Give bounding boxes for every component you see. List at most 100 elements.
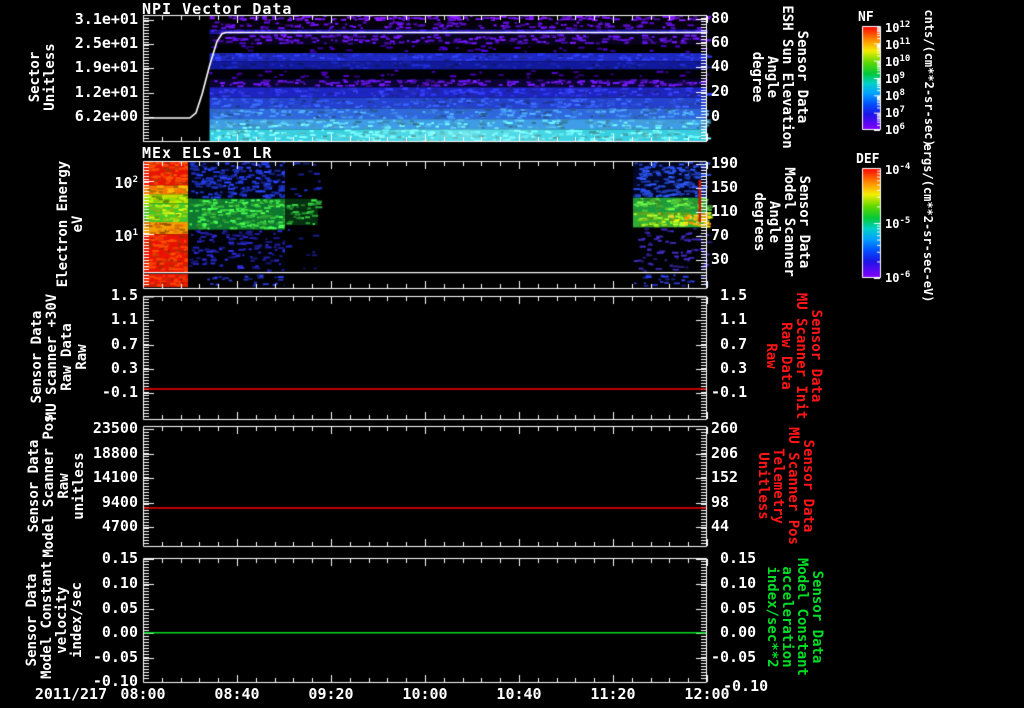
p4-rtick: 260: [711, 419, 739, 437]
p5-rtick: 0.00: [711, 623, 757, 641]
p4-rtick: 44: [711, 517, 730, 535]
p5-rtick: 0.10: [711, 574, 757, 592]
tick-exp: 6: [899, 122, 905, 132]
p3-rtick: 1.1: [711, 310, 748, 328]
x-tick: 10:40: [496, 685, 542, 703]
nf-tick: 107: [885, 104, 905, 120]
nf-tick: 1010: [885, 53, 910, 69]
p4-ytick: 18800: [92, 444, 138, 462]
tick-exp: 11: [899, 37, 911, 47]
x-tick: 08:00: [120, 685, 166, 703]
p1-ytick: 6.2e+00: [74, 107, 138, 125]
x-tick: 08:40: [214, 685, 260, 703]
p3-ytick: 1.1: [110, 310, 138, 328]
panel2-title: MEx ELS-01 LR: [142, 144, 273, 162]
tick-base: 10: [114, 227, 133, 245]
colorbar-def-unit-label: ergs/(cm**2-sr-sec-eV): [921, 143, 935, 303]
tick-exp: 2: [132, 175, 138, 185]
tick-base: 10: [885, 271, 900, 285]
panel2-right-axis-label: Sensor Data Model Scanner Angle degrees: [751, 167, 812, 277]
p3-ytick: 1.5: [110, 286, 138, 304]
panel5-right-axis-label: Sensor Data Model Constant acceleration …: [764, 557, 825, 676]
p4-ytick: 4700: [101, 517, 138, 535]
x-axis-date-label: 2011/217: [34, 685, 108, 703]
tick-exp: 1: [132, 228, 138, 238]
tick-base: 10: [885, 89, 900, 103]
x-tick: 12:00: [684, 685, 730, 703]
p5-ytick: -0.10: [92, 672, 138, 690]
tick-exp: -6: [899, 270, 911, 280]
nf-tick: 108: [885, 87, 905, 103]
tick-exp: 10: [899, 54, 911, 64]
p3-ytick: 0.7: [110, 335, 138, 353]
panel1-title: NPI Vector Data: [142, 0, 293, 18]
tick-base: 10: [885, 106, 900, 120]
p5-rtick: -0.05: [711, 648, 757, 666]
panel1-y-axis-label: Sector Unitless: [27, 43, 58, 111]
colorbar-def-title: DEF: [856, 152, 880, 167]
tick-base: 10: [885, 163, 900, 177]
tick-exp: 8: [899, 88, 905, 98]
p1-rtick: 40: [711, 57, 730, 75]
def-tick: 10-5: [885, 215, 910, 231]
p5-rtick-bottom: -0.10: [723, 677, 769, 695]
p1-rtick: 80: [711, 9, 730, 27]
p2-ytick: 102: [74, 172, 138, 192]
panel1-right-axis-label: Sensor Data ESH Sun Elevation Angle degr…: [749, 5, 810, 149]
colorbar-nf-title: NF: [858, 10, 874, 25]
p1-ytick: 1.9e+01: [74, 58, 138, 76]
p2-ytick: 101: [74, 225, 138, 245]
p2-rtick: 190: [711, 154, 739, 172]
p4-ytick: 14100: [92, 468, 138, 486]
p4-rtick: 152: [711, 468, 739, 486]
p4-rtick: 206: [711, 444, 739, 462]
tick-exp: 9: [899, 71, 905, 81]
tick-base: 10: [114, 174, 133, 192]
x-tick: 10:00: [402, 685, 448, 703]
p1-ytick: 3.1e+01: [74, 10, 138, 28]
p4-ytick: 9400: [101, 493, 138, 511]
p3-rtick: -0.1: [711, 383, 748, 401]
tick-exp: 7: [899, 105, 905, 115]
p5-ytick: 0.15: [101, 549, 138, 567]
p3-ytick: 0.3: [110, 359, 138, 377]
colorbar-nf-unit-label: cnts/(cm**2-sr-sec): [922, 9, 936, 147]
p5-ytick: 0.00: [101, 623, 138, 641]
p1-ytick: 1.2e+01: [74, 83, 138, 101]
nf-tick: 1012: [885, 19, 910, 35]
p1-rtick: 60: [711, 33, 730, 51]
nf-tick: 1011: [885, 36, 910, 52]
x-tick: 09:20: [308, 685, 354, 703]
p3-rtick: 0.3: [711, 359, 748, 377]
def-tick: 10-4: [885, 161, 910, 177]
p2-rtick: 150: [711, 178, 739, 196]
p5-ytick: 0.05: [101, 599, 138, 617]
nf-tick: 109: [885, 70, 905, 86]
p3-rtick: 1.5: [711, 286, 748, 304]
p1-ytick: 2.5e+01: [74, 34, 138, 52]
nf-tick: 106: [885, 121, 905, 137]
p3-ytick: -0.1: [101, 383, 138, 401]
p5-ytick: -0.05: [92, 648, 138, 666]
p5-rtick: 0.15: [711, 549, 757, 567]
tick-base: 10: [885, 123, 900, 137]
p5-rtick: 0.05: [711, 599, 757, 617]
p2-rtick: 110: [711, 202, 739, 220]
p3-rtick: 0.7: [711, 335, 748, 353]
p5-ytick: 0.10: [101, 574, 138, 592]
p2-rtick: 70: [711, 226, 730, 244]
tick-exp: -4: [899, 162, 911, 172]
tick-base: 10: [885, 72, 900, 86]
tick-base: 10: [885, 217, 900, 231]
x-tick: 11:20: [590, 685, 636, 703]
tick-base: 10: [885, 21, 900, 35]
panel3-right-axis-label: Sensor Data MU Scanner Init Raw Data Raw: [763, 292, 824, 420]
tick-base: 10: [885, 55, 900, 69]
tick-base: 10: [885, 38, 900, 52]
tick-exp: 12: [899, 20, 911, 30]
p2-rtick: 30: [711, 250, 730, 268]
p1-rtick: 0: [711, 107, 721, 125]
panel4-right-axis-label: Sensor Data MU Scanner Pos Telemetry Uni…: [755, 426, 816, 545]
